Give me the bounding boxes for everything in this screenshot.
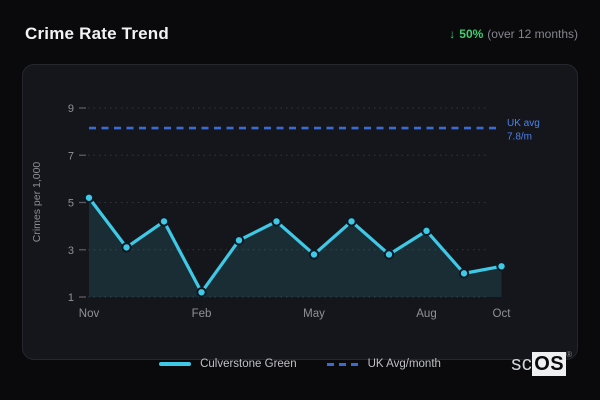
- svg-text:7.8/m: 7.8/m: [507, 132, 532, 143]
- svg-text:Nov: Nov: [79, 308, 100, 320]
- scos-logo: sc OS ®: [511, 350, 572, 376]
- dashed-line-swatch-icon: [326, 362, 359, 366]
- solid-line-swatch-icon: [159, 362, 192, 366]
- legend-label: Culverstone Green: [200, 358, 297, 370]
- svg-text:Crimes per 1,000: Crimes per 1,000: [31, 162, 43, 243]
- logo-suffix: OS: [532, 352, 567, 376]
- svg-text:3: 3: [68, 245, 74, 257]
- legend-label: UK Avg/month: [367, 358, 441, 370]
- legend-item-culverstone[interactable]: Culverstone Green: [159, 358, 297, 370]
- svg-text:Aug: Aug: [416, 308, 436, 320]
- logo-prefix: sc: [511, 353, 533, 375]
- svg-text:1: 1: [68, 292, 74, 304]
- down-arrow-icon: ↓: [449, 27, 456, 41]
- svg-text:7: 7: [68, 150, 74, 162]
- chart-panel: 1 3 5 7 9 Nov Feb May Aug Oct Crimes per 1,000 UK a…: [22, 64, 578, 360]
- svg-text:9: 9: [68, 103, 74, 115]
- svg-text:UK avg: UK avg: [507, 118, 540, 129]
- trend-stat: ↓ 50% (over 12 months): [449, 27, 578, 41]
- svg-text:May: May: [303, 308, 325, 320]
- legend-item-uk-avg[interactable]: UK Avg/month: [326, 358, 441, 370]
- trend-stat-caption: (over 12 months): [487, 27, 578, 41]
- svg-text:Oct: Oct: [493, 308, 512, 320]
- svg-text:5: 5: [68, 198, 74, 210]
- chart-legend: Culverstone Green UK Avg/month: [0, 354, 600, 374]
- registered-trademark-icon: ®: [566, 350, 572, 359]
- trend-stat-value: 50%: [459, 27, 484, 41]
- crime-chart-svg: 1 3 5 7 9 Nov Feb May Aug Oct Crimes per 1,000 UK a…: [31, 103, 540, 320]
- header: Crime Rate Trend ↓ 50% (over 12 months): [25, 22, 578, 46]
- svg-text:Feb: Feb: [192, 308, 212, 320]
- page-title: Crime Rate Trend: [25, 24, 169, 43]
